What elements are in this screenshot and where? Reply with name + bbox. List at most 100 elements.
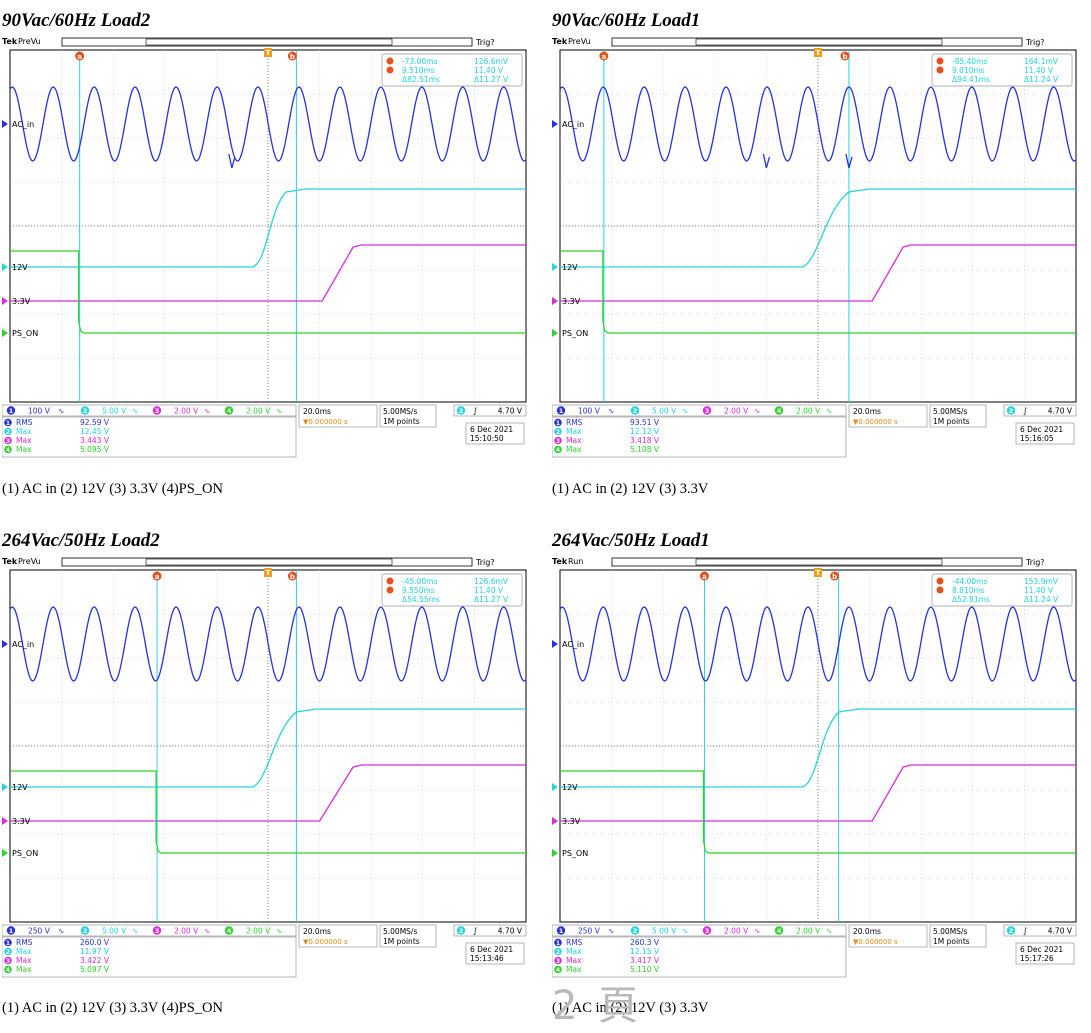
cursor-b-volt: 11.40 V — [474, 66, 504, 75]
panel-title: 264Vac/50Hz Load2 — [2, 530, 160, 551]
cursor-delta-time: Δ82.51ms — [402, 75, 440, 84]
measurement-badge-number: 2 — [556, 949, 560, 956]
cursor-a-volt: 164.1mV — [1024, 57, 1059, 66]
measurement-badge — [4, 436, 12, 445]
measurement-badge — [554, 427, 562, 436]
measurement-label: Max — [566, 956, 582, 965]
measurement-label: Max — [566, 436, 582, 445]
channel-badge — [774, 926, 784, 935]
capture-date: 6 Dec 2021 — [470, 425, 513, 434]
measurement-badge — [4, 965, 12, 974]
measurement-value: 11.97 V — [80, 947, 110, 956]
acq-mode-label: PreVu — [568, 37, 591, 46]
waveform-ac-in — [559, 86, 1077, 162]
channel-scale-bar — [552, 924, 847, 937]
measurement-label: RMS — [16, 418, 33, 427]
channel-badge-number: 2 — [633, 927, 638, 935]
bandwidth-icon: ∿ — [204, 927, 210, 936]
waveform-3v3 — [10, 244, 526, 302]
channel-scale: 250 V — [28, 927, 51, 936]
channel-badge — [80, 406, 90, 415]
channel-label: AC_in — [12, 640, 34, 649]
record-length: 1M points — [383, 937, 420, 946]
timebase-box — [298, 924, 378, 948]
cursor-b-marker — [936, 66, 944, 74]
cursor-delta-volt: Δ11.27 V — [474, 75, 509, 84]
record-window — [695, 558, 943, 566]
measurement-label: Max — [16, 947, 32, 956]
trigger-position-label: T — [816, 569, 821, 577]
measurement-badge-number: 3 — [6, 438, 10, 445]
channel-badge-number: 3 — [705, 407, 710, 415]
channel-badge-number: 4 — [227, 407, 232, 415]
measurement-value: 93.51 V — [630, 418, 660, 427]
timebase-box — [848, 404, 928, 428]
cursor-b-marker — [936, 586, 944, 594]
waveform-3v3 — [560, 764, 1076, 822]
channel-label: 12V — [12, 783, 28, 792]
channel-scale-bar — [2, 924, 297, 937]
cursor-b-marker — [840, 51, 850, 61]
bandwidth-icon: ∿ — [682, 407, 688, 416]
measurement-label: Max — [16, 445, 32, 454]
measurement-badge-number: 1 — [556, 940, 560, 947]
acq-mode-label: PreVu — [18, 557, 41, 566]
measurement-badge — [554, 445, 562, 454]
measurement-value: 92.59 V — [80, 418, 110, 427]
measurement-badge-number: 1 — [556, 420, 560, 427]
channel-badge — [702, 926, 712, 935]
waveform-ac-in — [9, 606, 527, 682]
measurement-label: Max — [16, 427, 32, 436]
trigger-box — [1003, 924, 1077, 937]
cursor-delta-time: Δ54.55ms — [402, 595, 440, 604]
capture-date: 6 Dec 2021 — [1020, 945, 1063, 954]
channel-scale: 2.00 V — [174, 407, 199, 416]
bandwidth-icon: ∿ — [132, 927, 138, 936]
measurement-value: 260.0 V — [80, 938, 110, 947]
trigger-position-marker — [264, 48, 272, 57]
record-length: 1M points — [933, 937, 970, 946]
cursor-b-time: 9.510ms — [402, 66, 435, 75]
measurement-value: 5.110 V — [630, 965, 660, 974]
cursor-b-marker — [830, 571, 840, 581]
trigger-position-label: T — [266, 569, 271, 577]
bandwidth-icon: ∿ — [826, 407, 832, 416]
bandwidth-icon: ∿ — [754, 407, 760, 416]
channel-ground-marker — [2, 640, 8, 648]
measurement-badge — [4, 427, 12, 436]
panel-title: 90Vac/60Hz Load1 — [552, 10, 701, 31]
timebase: 20.0ms — [303, 927, 331, 936]
channel-scale: 5.00 V — [102, 407, 127, 416]
measurement-label: Max — [16, 965, 32, 974]
channel-label: AC_in — [562, 120, 584, 129]
measurement-badge — [4, 956, 12, 965]
cursor-delta-time: Δ94.41ms — [952, 75, 990, 84]
channel-label: AC_in — [12, 120, 34, 129]
measurement-badge — [554, 436, 562, 445]
bandwidth-icon: ∿ — [276, 927, 282, 936]
measurement-value: 5.097 V — [80, 965, 110, 974]
channel-scale: 2.00 V — [174, 927, 199, 936]
channel-badge — [556, 406, 566, 415]
bandwidth-icon: ∿ — [826, 927, 832, 936]
channel-badge — [6, 406, 16, 415]
channel-badge — [6, 926, 16, 935]
trigger-source-badge — [1006, 926, 1016, 935]
cursor-a-marker — [699, 571, 709, 581]
trigger-level: 4.70 V — [498, 407, 523, 416]
trigger-slope-icon: ∫ — [473, 927, 477, 936]
waveform-ac-in-glitch — [762, 153, 771, 169]
measurement-badge-number: 2 — [6, 429, 10, 436]
measurement-value: 12.12 V — [630, 427, 660, 436]
trigger-slope-icon: ∫ — [473, 407, 477, 416]
channel-badge-number: 1 — [9, 927, 14, 935]
channel-ground-marker — [2, 849, 8, 857]
trigger-box — [453, 404, 527, 417]
measurement-value: 12.45 V — [80, 427, 110, 436]
channel-label: PS_ON — [562, 329, 588, 338]
timebase: 20.0ms — [853, 407, 881, 416]
measurement-label: Max — [566, 427, 582, 436]
channel-ground-marker — [2, 120, 8, 128]
waveform-12v — [10, 708, 526, 788]
record-window — [695, 38, 943, 46]
